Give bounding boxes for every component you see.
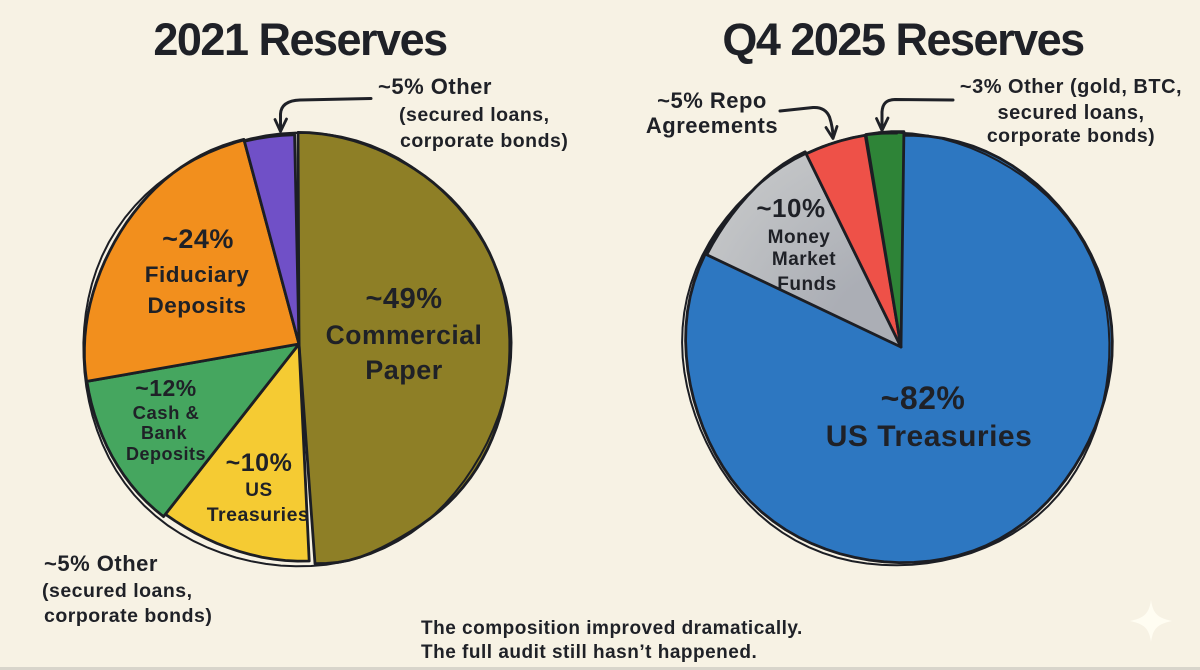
svg-text:2021 Reserves: 2021 Reserves xyxy=(153,14,447,65)
svg-text:Paper: Paper xyxy=(365,355,443,385)
svg-text:Money: Money xyxy=(768,227,831,248)
svg-text:secured loans,: secured loans, xyxy=(997,102,1144,124)
svg-text:Commercial: Commercial xyxy=(326,320,483,350)
svg-text:Funds: Funds xyxy=(777,274,837,295)
svg-text:corporate bonds): corporate bonds) xyxy=(44,605,212,627)
svg-text:Deposits: Deposits xyxy=(126,444,206,464)
svg-text:~12%: ~12% xyxy=(135,375,196,401)
svg-text:~5% Other: ~5% Other xyxy=(378,74,492,99)
svg-text:Agreements: Agreements xyxy=(646,113,778,138)
svg-text:~5% Repo: ~5% Repo xyxy=(657,88,767,113)
svg-text:Treasuries: Treasuries xyxy=(207,504,310,526)
svg-text:Q4 2025 Reserves: Q4 2025 Reserves xyxy=(722,14,1084,65)
svg-text:(secured loans,: (secured loans, xyxy=(42,580,193,602)
svg-text:~3% Other (gold, BTC,: ~3% Other (gold, BTC, xyxy=(960,76,1182,98)
svg-text:Deposits: Deposits xyxy=(147,293,246,318)
svg-text:US Treasuries: US Treasuries xyxy=(826,420,1033,453)
svg-text:corporate bonds): corporate bonds) xyxy=(987,125,1155,147)
svg-text:~82%: ~82% xyxy=(881,380,966,416)
svg-text:Cash &: Cash & xyxy=(133,402,200,423)
svg-text:Bank: Bank xyxy=(141,423,188,443)
svg-text:~10%: ~10% xyxy=(756,193,825,223)
svg-text:The full audit still hasn’t ha: The full audit still hasn’t happened. xyxy=(421,642,757,663)
svg-text:Market: Market xyxy=(772,249,836,270)
svg-text:~24%: ~24% xyxy=(162,224,234,254)
svg-text:US: US xyxy=(245,480,272,501)
svg-text:(secured loans,: (secured loans, xyxy=(399,104,550,126)
svg-text:~5% Other: ~5% Other xyxy=(44,551,158,576)
svg-text:~10%: ~10% xyxy=(226,449,293,477)
svg-text:The composition improved drama: The composition improved dramatically. xyxy=(421,618,803,639)
svg-text:~49%: ~49% xyxy=(366,283,443,315)
svg-text:corporate bonds): corporate bonds) xyxy=(400,130,568,152)
svg-text:Fiduciary: Fiduciary xyxy=(145,262,250,287)
